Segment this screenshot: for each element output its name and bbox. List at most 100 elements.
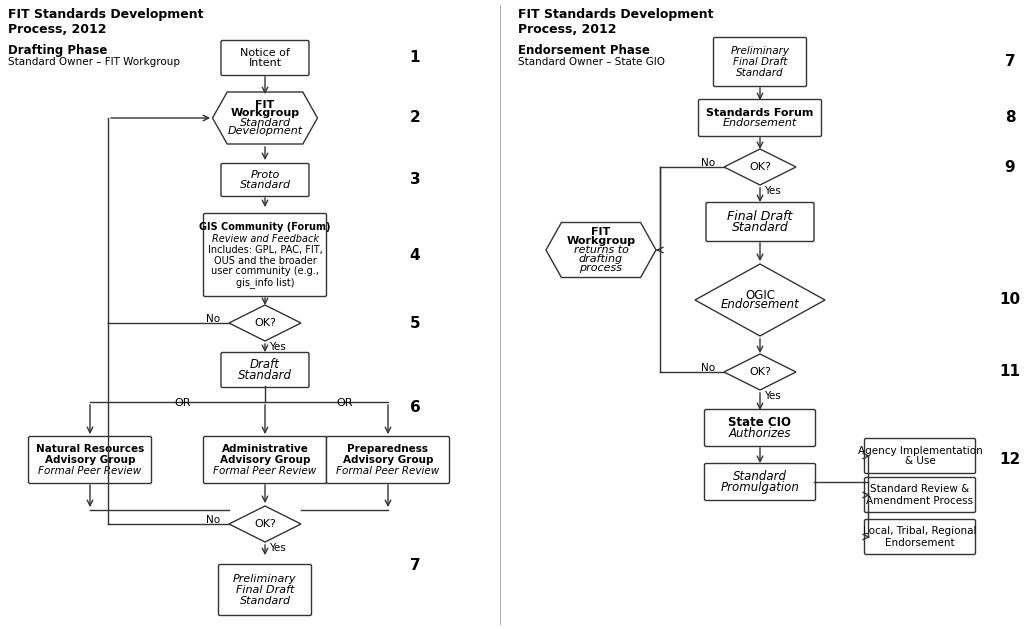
Text: Drafting Phase: Drafting Phase (8, 44, 108, 57)
Text: FIT Standards Development
Process, 2012: FIT Standards Development Process, 2012 (518, 8, 714, 36)
Text: 7: 7 (410, 557, 420, 572)
Text: Final Draft: Final Draft (236, 585, 294, 595)
Text: FIT: FIT (592, 227, 610, 237)
Text: Local, Tribal, Regional: Local, Tribal, Regional (863, 526, 977, 537)
Text: Notice of: Notice of (240, 48, 290, 57)
Polygon shape (724, 354, 796, 390)
Text: 6: 6 (410, 401, 421, 416)
Text: 4: 4 (410, 247, 420, 262)
FancyBboxPatch shape (705, 464, 815, 501)
Text: Standard Owner – State GIO: Standard Owner – State GIO (518, 57, 665, 67)
FancyBboxPatch shape (204, 213, 327, 296)
Text: Amendment Process: Amendment Process (866, 496, 974, 506)
FancyBboxPatch shape (706, 203, 814, 242)
Text: drafting: drafting (579, 254, 623, 264)
Text: Standard: Standard (240, 181, 291, 191)
Text: Standard: Standard (240, 596, 291, 606)
Text: Formal Peer Review: Formal Peer Review (213, 466, 316, 476)
Text: Standard Owner – FIT Workgroup: Standard Owner – FIT Workgroup (8, 57, 180, 67)
FancyBboxPatch shape (327, 437, 450, 484)
Text: 11: 11 (999, 364, 1021, 379)
Text: Natural Resources: Natural Resources (36, 444, 144, 454)
Text: Yes: Yes (268, 342, 286, 352)
Text: Agency Implementation: Agency Implementation (858, 445, 982, 455)
Text: OK?: OK? (254, 318, 275, 328)
Text: No: No (206, 515, 220, 525)
Text: 12: 12 (999, 452, 1021, 467)
Text: Includes: GPL, PAC, FIT,: Includes: GPL, PAC, FIT, (208, 245, 323, 255)
Polygon shape (229, 506, 301, 542)
Text: Endorsement: Endorsement (723, 118, 797, 128)
FancyBboxPatch shape (221, 40, 309, 75)
Text: Development: Development (227, 126, 302, 136)
FancyBboxPatch shape (864, 477, 976, 513)
Text: Standard: Standard (731, 221, 788, 234)
Text: Proto: Proto (251, 169, 280, 179)
Text: Workgroup: Workgroup (230, 108, 300, 118)
Text: GIS Community (Forum): GIS Community (Forum) (200, 223, 331, 233)
Text: Preliminary: Preliminary (233, 574, 297, 584)
Text: 1: 1 (410, 50, 420, 65)
Polygon shape (546, 223, 656, 277)
Text: FIT: FIT (255, 99, 274, 109)
Text: Endorsement Phase: Endorsement Phase (518, 44, 650, 57)
Polygon shape (229, 305, 301, 341)
Text: Final Draft: Final Draft (727, 210, 793, 223)
Text: Formal Peer Review: Formal Peer Review (38, 466, 141, 476)
Text: OK?: OK? (750, 367, 771, 377)
Text: State CIO: State CIO (728, 416, 792, 429)
Text: Endorsement: Endorsement (721, 298, 800, 311)
Text: Standard: Standard (238, 369, 292, 382)
Text: & Use: & Use (904, 457, 935, 467)
Text: Standard: Standard (736, 68, 783, 78)
Text: OR: OR (175, 398, 191, 408)
FancyBboxPatch shape (698, 99, 821, 136)
Text: OK?: OK? (254, 519, 275, 529)
FancyBboxPatch shape (204, 437, 327, 484)
Text: OR: OR (337, 398, 353, 408)
FancyBboxPatch shape (29, 437, 152, 484)
FancyBboxPatch shape (864, 438, 976, 474)
Text: Preliminary: Preliminary (730, 46, 790, 56)
FancyBboxPatch shape (221, 164, 309, 196)
Text: Yes: Yes (764, 391, 780, 401)
Text: Review and Feedback: Review and Feedback (212, 233, 318, 243)
Text: user community (e.g.,: user community (e.g., (211, 267, 318, 277)
FancyBboxPatch shape (221, 352, 309, 387)
Text: Standard Review &: Standard Review & (870, 484, 970, 494)
Text: OGIC: OGIC (745, 289, 775, 302)
Text: OK?: OK? (750, 162, 771, 172)
Text: Administrative: Administrative (221, 444, 308, 454)
Text: Yes: Yes (764, 186, 780, 196)
Text: Intent: Intent (249, 58, 282, 69)
Text: Standard: Standard (240, 118, 291, 128)
Text: Authorizes: Authorizes (729, 427, 792, 440)
Text: Preparedness: Preparedness (347, 444, 428, 454)
FancyBboxPatch shape (714, 38, 807, 87)
Text: Advisory Group: Advisory Group (343, 455, 433, 465)
FancyBboxPatch shape (705, 409, 815, 447)
Text: Standards Forum: Standards Forum (707, 108, 814, 118)
Text: Standard: Standard (733, 470, 787, 483)
Text: FIT Standards Development
Process, 2012: FIT Standards Development Process, 2012 (8, 8, 204, 36)
Text: 7: 7 (1005, 55, 1016, 69)
Text: OUS and the broader: OUS and the broader (214, 255, 316, 265)
Text: No: No (701, 158, 715, 168)
Text: Formal Peer Review: Formal Peer Review (336, 466, 439, 476)
Text: Promulgation: Promulgation (721, 481, 800, 494)
Text: Yes: Yes (268, 543, 286, 553)
Text: 2: 2 (410, 111, 421, 126)
Text: Final Draft: Final Draft (733, 57, 787, 67)
Polygon shape (695, 264, 825, 336)
Text: Endorsement: Endorsement (885, 538, 954, 547)
Text: process: process (580, 263, 623, 273)
Text: 9: 9 (1005, 160, 1016, 174)
Text: Draft: Draft (250, 358, 280, 371)
Text: No: No (701, 363, 715, 373)
Text: Advisory Group: Advisory Group (220, 455, 310, 465)
Text: 3: 3 (410, 172, 420, 187)
Text: returns to: returns to (573, 245, 629, 255)
Text: Advisory Group: Advisory Group (45, 455, 135, 465)
Text: 10: 10 (999, 292, 1021, 308)
Text: gis_info list): gis_info list) (236, 277, 294, 288)
